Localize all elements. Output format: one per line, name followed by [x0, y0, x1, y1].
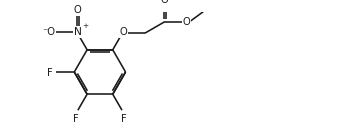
Text: F: F: [47, 68, 53, 78]
Text: F: F: [121, 114, 127, 124]
Text: F: F: [73, 114, 79, 124]
Text: O: O: [73, 5, 81, 15]
Text: O: O: [182, 17, 190, 27]
Text: N: N: [74, 27, 82, 37]
Text: ⁻O: ⁻O: [43, 27, 56, 37]
Text: +: +: [82, 23, 88, 29]
Text: O: O: [119, 27, 127, 37]
Text: O: O: [161, 0, 168, 5]
